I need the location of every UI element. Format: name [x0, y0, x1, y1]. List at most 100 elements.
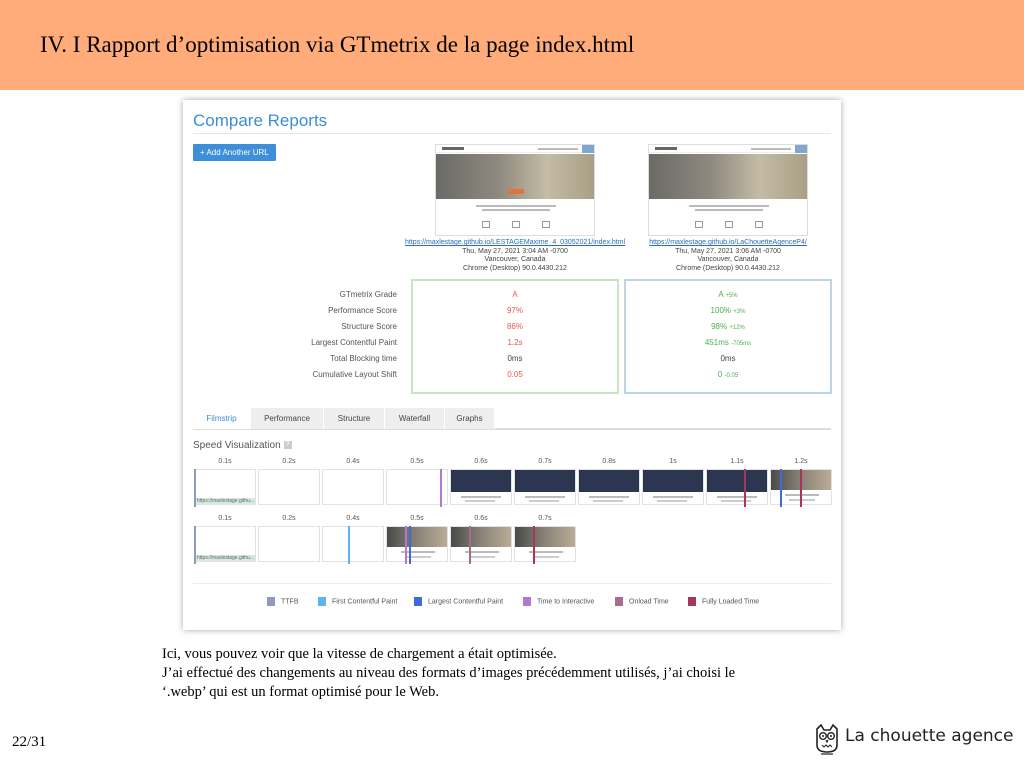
filmstrip-frame [642, 469, 704, 505]
onload-swatch [615, 597, 623, 606]
left-grade: A [512, 290, 518, 299]
metric-label: Structure Score [341, 322, 397, 331]
left-cls: 0.05 [507, 370, 523, 379]
lcp-swatch [414, 597, 422, 606]
gtmetrix-screenshot: Compare Reports + Add Another URL https:… [183, 100, 841, 630]
right-structure-delta: +12% [729, 325, 745, 331]
frame-url-label: https://maxlestage.githu... [195, 555, 255, 561]
legend-lcp: Largest Contentful Paint [414, 597, 503, 609]
time-label: 0.4s [346, 458, 360, 465]
left-report-meta: https://maxlestage.github.io/LESTAGEMaxi… [405, 239, 625, 273]
right-cls: 0 [717, 370, 723, 379]
speed-visualization-heading: Speed Visualization? [193, 440, 292, 451]
tab-filmstrip[interactable]: Filmstrip [193, 408, 251, 429]
filmstrip-frame [514, 469, 576, 505]
compare-reports-title: Compare Reports [193, 111, 328, 130]
left-report-url[interactable]: https://maxlestage.github.io/LESTAGEMaxi… [405, 239, 626, 246]
title-divider [193, 133, 831, 134]
slide-header: IV. I Rapport d’optimisation via GTmetri… [0, 0, 1024, 90]
right-performance: 100% [710, 306, 732, 315]
filmstrip-frame: https://maxlestage.githu... [194, 469, 256, 505]
left-report-location: Vancouver, Canada [484, 256, 546, 263]
filmstrip-frame [258, 469, 320, 505]
time-label: 1.2s [794, 458, 808, 465]
time-label: 1s [669, 458, 677, 465]
left-report-date: Thu, May 27, 2021 3:04 AM -0700 [462, 247, 568, 255]
tab-graphs[interactable]: Graphs [445, 408, 495, 429]
ttfb-marker [194, 469, 196, 507]
metric-label: Total Blocking time [330, 354, 397, 363]
ttfb-marker [194, 526, 196, 564]
time-label: 0.5s [410, 515, 424, 522]
lcp-marker [409, 526, 411, 564]
left-report-browser: Chrome (Desktop) 90.0.4430.212 [463, 264, 567, 272]
legend-ttfb: TTFB [267, 597, 299, 609]
filmstrip-frame [258, 526, 320, 562]
right-grade-delta: +5% [725, 293, 738, 299]
metric-label: Largest Contentful Paint [311, 338, 397, 347]
time-label: 0.6s [474, 458, 488, 465]
description-line: Ici, vous pouvez voir que la vitesse de … [162, 646, 557, 662]
description-line: J’ai effectué des changements au niveau … [162, 665, 736, 681]
right-grade: A [718, 290, 724, 299]
description-line: ‘.webp’ qui est un format optimisé pour … [162, 684, 439, 700]
left-metrics-box: A 97% 86% 1.2s 0ms 0.05 [411, 279, 619, 394]
fully-loaded-marker [744, 469, 746, 507]
legend-label: Onload Time [629, 598, 669, 606]
interactive-marker [405, 526, 407, 564]
page-number: 22/31 [12, 734, 47, 750]
tab-structure[interactable]: Structure [324, 408, 385, 429]
metric-labels: GTmetrix Grade Performance Score Structu… [193, 287, 397, 383]
lcp-marker [780, 469, 782, 507]
legend-fcp: First Contentful Paint [318, 597, 397, 609]
right-cls-delta: -0.05 [724, 373, 739, 379]
legend-onload: Onload Time [615, 597, 669, 609]
time-label: 0.5s [410, 458, 424, 465]
tab-performance[interactable]: Performance [251, 408, 324, 429]
legend-label: First Contentful Paint [332, 598, 398, 606]
right-performance-delta: +3% [733, 309, 746, 315]
filmstrip-frame [450, 526, 512, 562]
time-label: 0.7s [538, 515, 552, 522]
tab-waterfall[interactable]: Waterfall [385, 408, 445, 429]
report-tabs: Filmstrip Performance Structure Waterfal… [193, 408, 831, 430]
metric-label: Performance Score [328, 306, 397, 315]
fcp-swatch [318, 597, 326, 606]
right-report-meta: https://maxlestage.github.io/LaChouetteA… [618, 239, 838, 273]
legend-label: TTFB [281, 598, 299, 606]
left-lcp: 1.2s [507, 338, 523, 347]
owl-icon [816, 723, 838, 755]
legend-label: Fully Loaded Time [702, 598, 760, 606]
time-label: 0.1s [218, 458, 232, 465]
filmstrip-frame [386, 526, 448, 562]
time-label: 0.1s [218, 515, 232, 522]
filmstrip-frame [514, 526, 576, 562]
right-page-thumbnail [648, 144, 808, 236]
metric-label: Cumulative Layout Shift [312, 370, 398, 379]
legend-label: Largest Contentful Paint [428, 598, 504, 606]
filmstrip-frame [322, 526, 384, 562]
right-structure: 98% [711, 322, 728, 331]
legend-divider [193, 583, 831, 584]
legend-fully-loaded: Fully Loaded Time [688, 597, 759, 609]
right-report-url[interactable]: https://maxlestage.github.io/LaChouetteA… [649, 239, 807, 246]
time-label: 0.2s [282, 458, 296, 465]
time-label: 0.2s [282, 515, 296, 522]
filmstrip-frame [706, 469, 768, 505]
right-lcp-delta: -705ms [731, 341, 752, 347]
filmstrip-frame [578, 469, 640, 505]
left-tbt: 0ms [507, 354, 523, 363]
filmstrip-frame [386, 469, 448, 505]
fully-loaded-marker [533, 526, 535, 564]
legend-label: Time to Interactive [537, 598, 595, 606]
help-icon[interactable]: ? [283, 441, 292, 450]
time-label: 1.1s [730, 458, 744, 465]
ttfb-swatch [267, 597, 275, 606]
filmstrip-frame: https://maxlestage.githu... [194, 526, 256, 562]
add-another-url-button[interactable]: + Add Another URL [193, 144, 276, 161]
right-tbt: 0ms [720, 354, 736, 363]
speed-visualization-title: Speed Visualization [193, 440, 281, 451]
time-label: 0.4s [346, 515, 360, 522]
left-performance: 97% [506, 306, 523, 315]
brand-name: La chouette agence [845, 726, 1014, 746]
